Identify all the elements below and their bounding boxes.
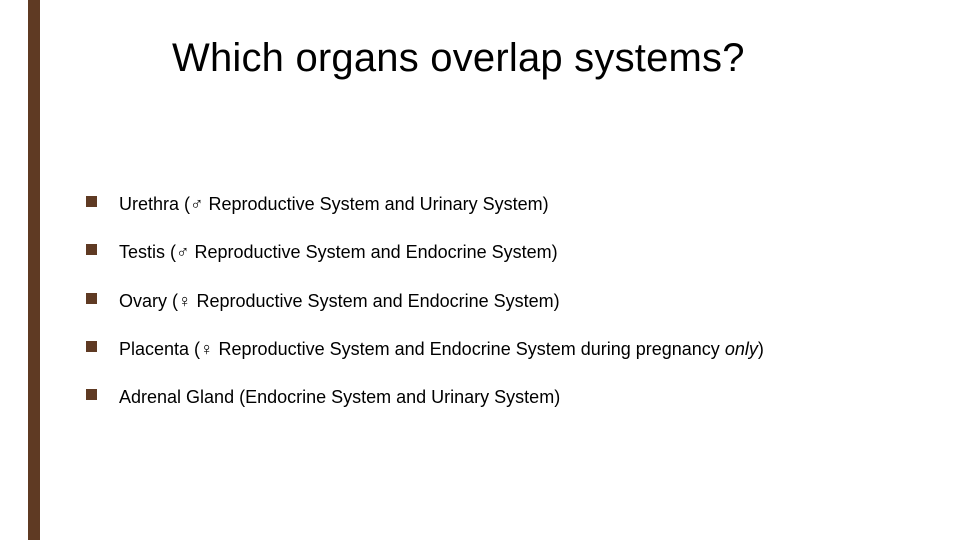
square-bullet-icon (86, 341, 97, 352)
list-item: Testis (♂ Reproductive System and Endocr… (86, 240, 906, 264)
bullet-text: Adrenal Gland (Endocrine System and Urin… (119, 385, 560, 409)
slide-title: Which organs overlap systems? (172, 36, 745, 81)
list-item: Ovary (♀ Reproductive System and Endocri… (86, 289, 906, 313)
bullet-text: Placenta (♀ Reproductive System and Endo… (119, 337, 764, 361)
accent-bar (28, 0, 40, 540)
bullet-list: Urethra (♂ Reproductive System and Urina… (86, 192, 906, 433)
square-bullet-icon (86, 244, 97, 255)
list-item: Placenta (♀ Reproductive System and Endo… (86, 337, 906, 361)
bullet-text: Testis (♂ Reproductive System and Endocr… (119, 240, 558, 264)
square-bullet-icon (86, 389, 97, 400)
square-bullet-icon (86, 196, 97, 207)
list-item: Urethra (♂ Reproductive System and Urina… (86, 192, 906, 216)
bullet-text: Ovary (♀ Reproductive System and Endocri… (119, 289, 560, 313)
square-bullet-icon (86, 293, 97, 304)
bullet-text: Urethra (♂ Reproductive System and Urina… (119, 192, 549, 216)
list-item: Adrenal Gland (Endocrine System and Urin… (86, 385, 906, 409)
